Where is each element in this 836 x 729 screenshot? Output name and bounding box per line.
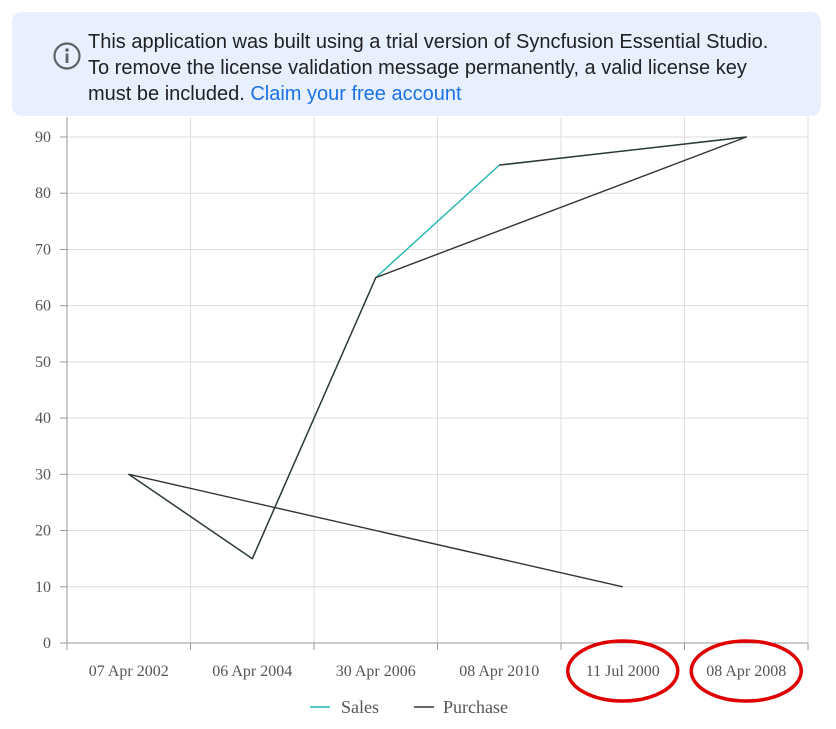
legend-label-purchase[interactable]: Purchase [443,697,508,717]
highlight-annotations [566,639,803,703]
y-tick-label: 0 [43,635,51,652]
x-tick-label: 30 Apr 2006 [336,663,416,680]
highlight-ellipse [566,639,680,703]
series-line-purchase [128,136,747,588]
y-tick-label: 60 [35,298,51,315]
y-tick-label: 30 [35,466,51,483]
y-tick-label: 50 [35,354,51,371]
license-message-line-1: This application was built using a trial… [88,31,769,53]
y-tick-label: 40 [35,410,51,427]
x-tick-label: 08 Apr 2010 [459,663,539,680]
license-banner: This application was built using a trial… [12,12,821,116]
license-message-line-3: must be included. Claim your free accoun… [88,81,813,107]
x-tick-label: 11 Jul 2000 [586,663,660,680]
y-tick-label: 10 [35,579,51,596]
y-tick-label: 90 [35,129,51,146]
y-tick-label: 70 [35,241,51,258]
info-icon [53,42,81,70]
license-message-line-3-text: must be included. [88,83,245,105]
axes [60,117,809,650]
claim-account-link[interactable]: Claim your free account [250,83,462,105]
x-tick-label: 08 Apr 2008 [706,663,786,680]
tick-labels: 0 10 20 30 40 50 60 70 80 90 07 Apr 2002 06 Apr 200… [35,129,786,680]
y-tick-label: 80 [35,185,51,202]
x-tick-label: 07 Apr 2002 [89,663,169,680]
y-tick-label: 20 [35,523,51,540]
series-lines [128,136,747,588]
grid [67,117,809,643]
legend-label-sales[interactable]: Sales [341,697,379,717]
license-message-line-2: To remove the license validation message… [88,57,747,79]
legend: Sales Purchase [310,697,508,717]
highlight-ellipse [689,639,803,703]
x-tick-label: 06 Apr 2004 [212,663,292,680]
license-message: This application was built using a trial… [88,29,813,107]
